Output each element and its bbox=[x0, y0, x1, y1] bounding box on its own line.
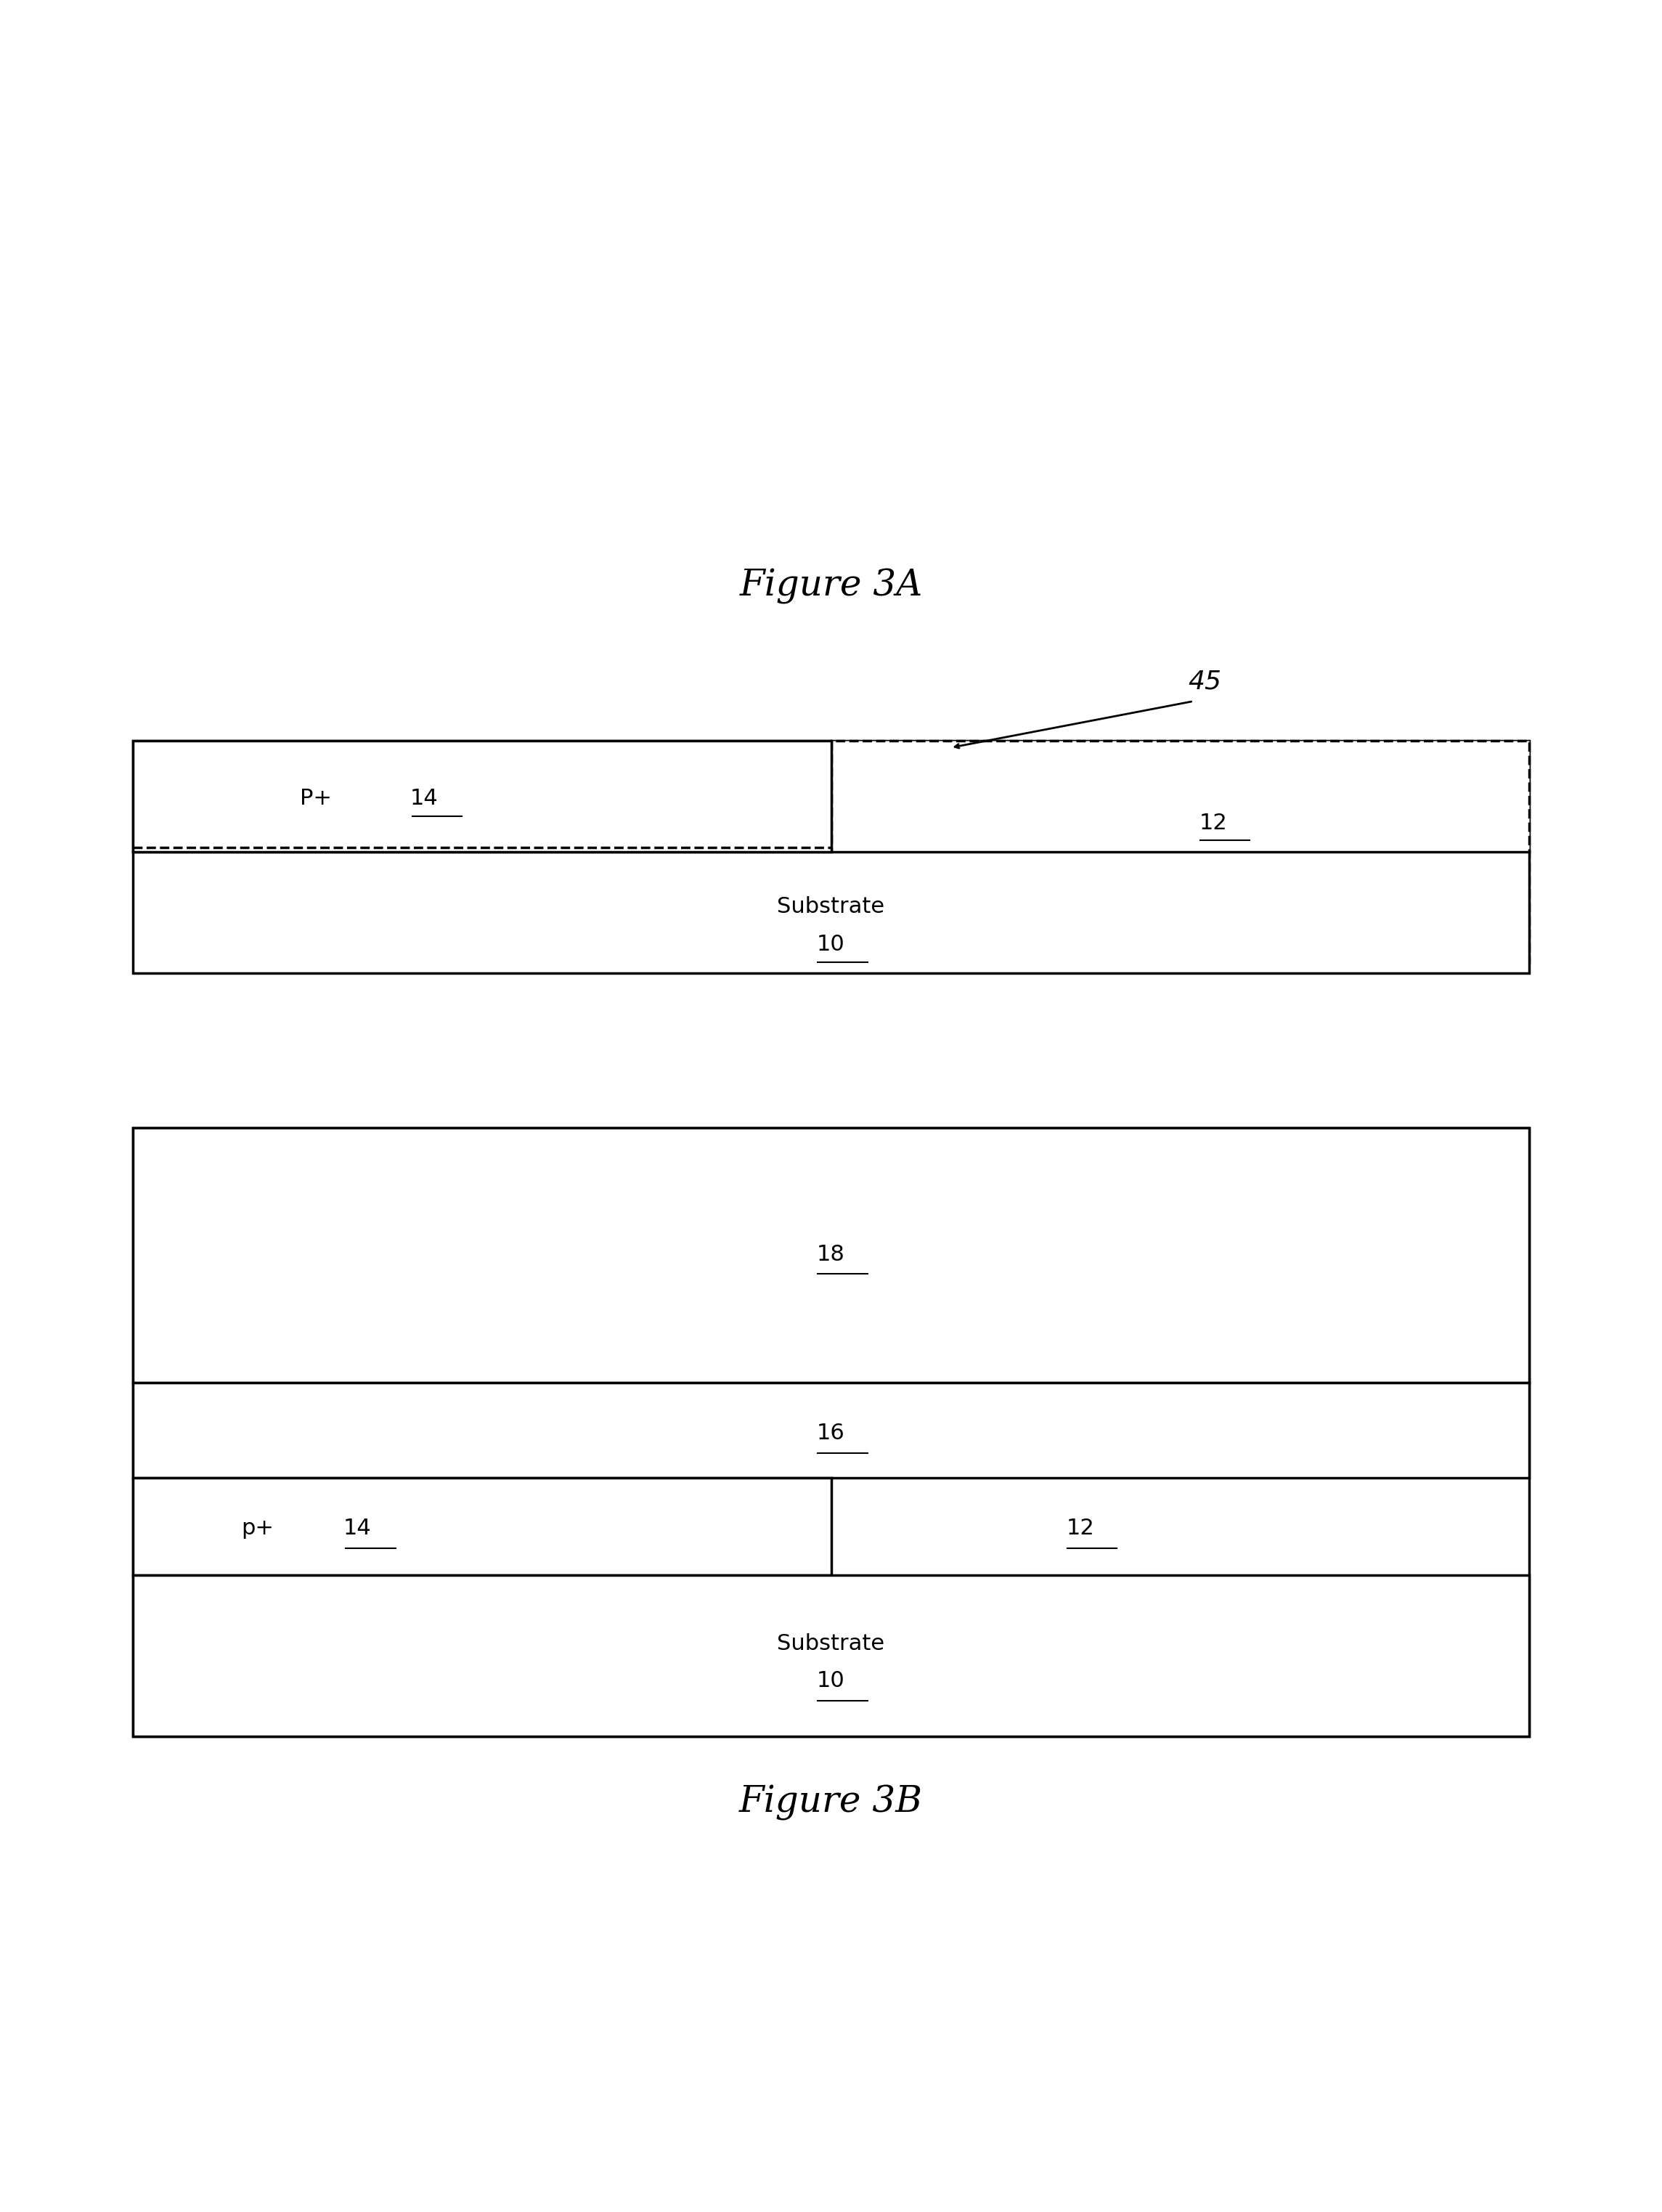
Text: 10: 10 bbox=[818, 1670, 844, 1692]
Bar bbox=[133, 741, 831, 852]
Text: 14: 14 bbox=[344, 1517, 371, 1540]
Bar bbox=[133, 1382, 1529, 1478]
Text: Substrate: Substrate bbox=[778, 896, 884, 918]
Text: 14: 14 bbox=[411, 787, 437, 810]
Text: 16: 16 bbox=[818, 1422, 844, 1444]
Bar bbox=[133, 1128, 1529, 1382]
Text: Substrate: Substrate bbox=[778, 1632, 884, 1655]
Text: P+: P+ bbox=[299, 787, 332, 810]
Bar bbox=[133, 1478, 831, 1575]
Text: 18: 18 bbox=[818, 1243, 844, 1265]
Text: Figure 3A: Figure 3A bbox=[740, 568, 922, 604]
Text: 12: 12 bbox=[1200, 812, 1227, 834]
Text: 10: 10 bbox=[818, 933, 844, 956]
Text: p+: p+ bbox=[241, 1517, 274, 1540]
Text: 45: 45 bbox=[1188, 668, 1222, 695]
Bar bbox=[133, 1575, 1529, 1736]
Bar bbox=[831, 741, 1529, 962]
Bar bbox=[133, 852, 1529, 973]
Text: 12: 12 bbox=[1067, 1517, 1094, 1540]
Text: Figure 3B: Figure 3B bbox=[740, 1785, 922, 1820]
Bar bbox=[133, 741, 1529, 852]
Bar bbox=[133, 1128, 1529, 1736]
